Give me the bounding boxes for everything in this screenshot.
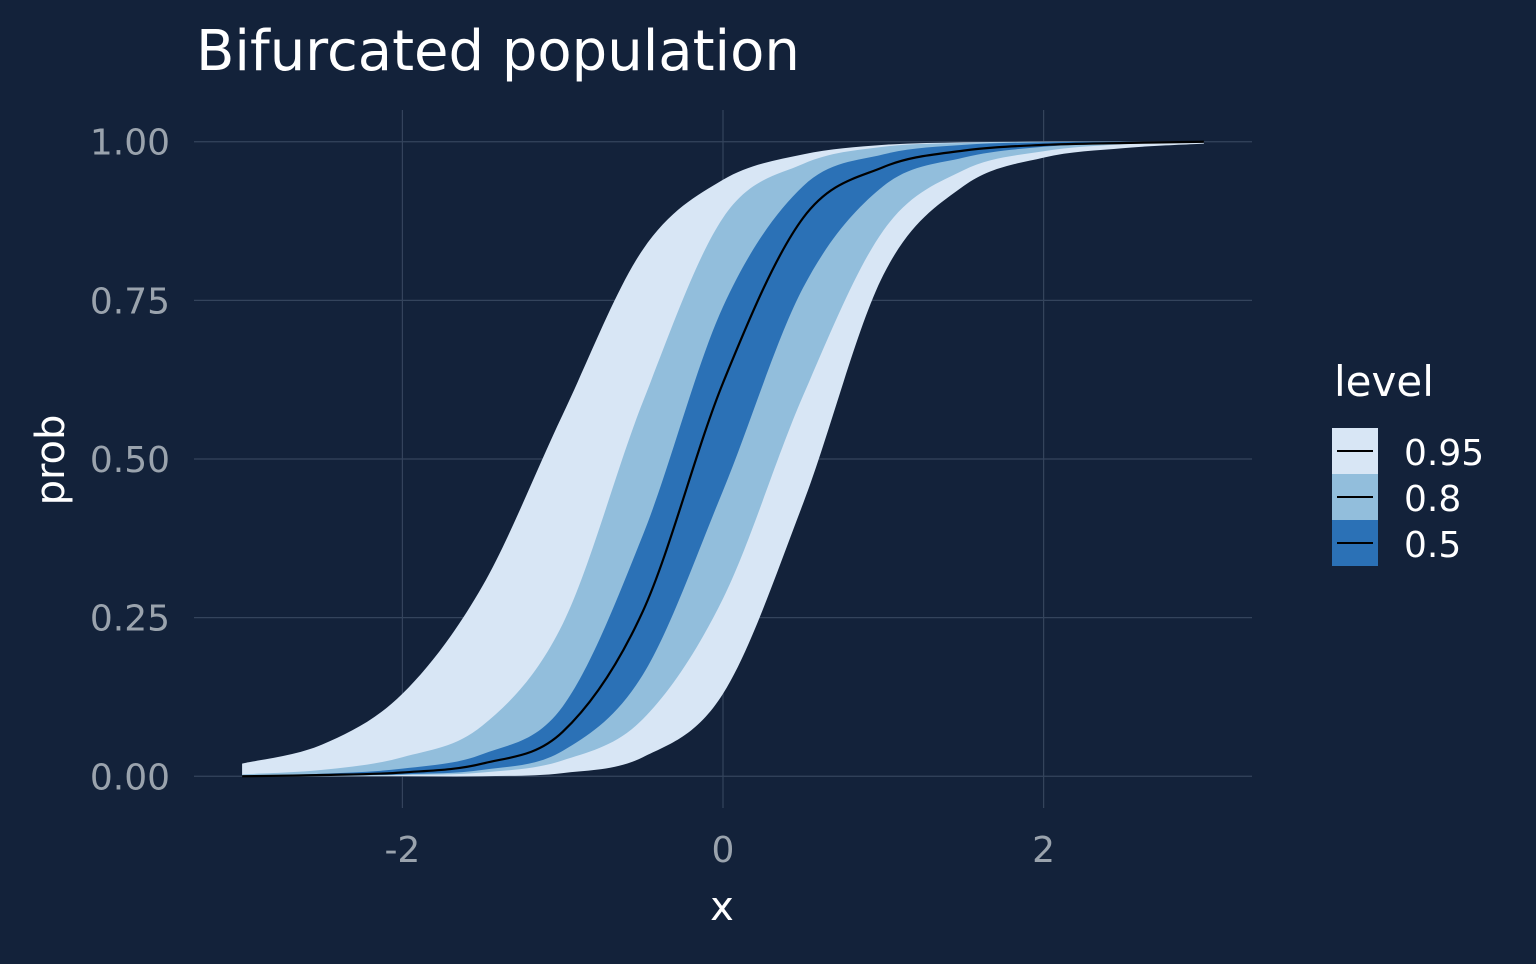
- y-tick-label: 0.50: [90, 440, 170, 481]
- y-tick-label: 0.00: [90, 757, 170, 798]
- interval-bands: [242, 141, 1204, 777]
- legend-title: level: [1334, 357, 1434, 406]
- y-tick-label: 0.25: [90, 599, 170, 640]
- x-tick-label: -2: [384, 830, 420, 871]
- median-line: [242, 140, 1204, 778]
- legend: level 0.95 0.8 0.5: [1332, 357, 1484, 566]
- y-axis-label: prob: [28, 415, 74, 506]
- x-axis-label: x: [710, 884, 734, 930]
- legend-label: 0.95: [1404, 433, 1484, 474]
- y-tick-label: 0.75: [90, 281, 170, 322]
- x-tick-label: 2: [1032, 830, 1055, 871]
- band-0-5: [242, 141, 1204, 777]
- median-line-group: [242, 140, 1204, 778]
- chart-title: Bifurcated population: [196, 19, 800, 84]
- legend-label: 0.5: [1404, 525, 1461, 566]
- x-tick-label: 0: [712, 830, 735, 871]
- legend-label: 0.8: [1404, 479, 1461, 520]
- y-tick-label: 1.00: [90, 123, 170, 164]
- axis-ticks: 0.00 0.25 0.50 0.75 1.00 -2 0 2: [90, 123, 1055, 871]
